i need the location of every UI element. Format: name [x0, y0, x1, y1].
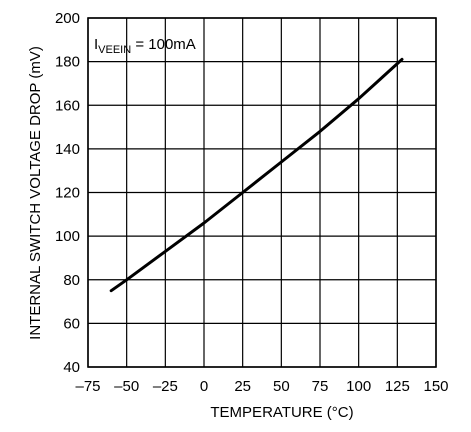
- series-layer: [109, 57, 404, 293]
- plot-frame: [87, 17, 437, 368]
- x-tick-label: –75: [75, 378, 100, 395]
- grid: [87, 17, 437, 368]
- x-tick-label: 100: [346, 378, 371, 395]
- x-tick-label: 75: [312, 378, 329, 395]
- x-tick-labels: –75 –50 –25 0 25 50 75 100 125 150: [75, 378, 448, 395]
- y-tick-label: 120: [55, 185, 80, 202]
- y-tick-label: 100: [55, 228, 80, 245]
- y-tick-labels: 40 60 80 100 120 140 160 180 200: [55, 10, 80, 376]
- annotation-prefix: I: [94, 36, 98, 53]
- series-line-0: [109, 57, 404, 293]
- y-tick-label: 160: [55, 97, 80, 114]
- x-tick-label: 125: [385, 378, 410, 395]
- annotation-suffix: = 100mA: [131, 36, 196, 53]
- y-axis-title: INTERNAL SWITCH VOLTAGE DROP (mV): [27, 46, 44, 340]
- y-tick-label: 200: [55, 10, 80, 27]
- condition-annotation: IVEEIN = 100mA: [94, 36, 196, 56]
- x-tick-label: 150: [423, 378, 448, 395]
- y-tick-label: 80: [63, 272, 80, 289]
- x-tick-label: –25: [153, 378, 178, 395]
- y-tick-label: 140: [55, 141, 80, 158]
- y-tick-label: 60: [63, 315, 80, 332]
- x-tick-label: 0: [200, 378, 208, 395]
- y-tick-label: 180: [55, 54, 80, 71]
- y-tick-label: 40: [63, 359, 80, 376]
- x-tick-label: 25: [234, 378, 251, 395]
- annotation-subscript: VEEIN: [98, 44, 131, 56]
- x-tick-label: 50: [273, 378, 290, 395]
- x-tick-label: –50: [114, 378, 139, 395]
- x-axis-title: TEMPERATURE (°C): [210, 404, 353, 421]
